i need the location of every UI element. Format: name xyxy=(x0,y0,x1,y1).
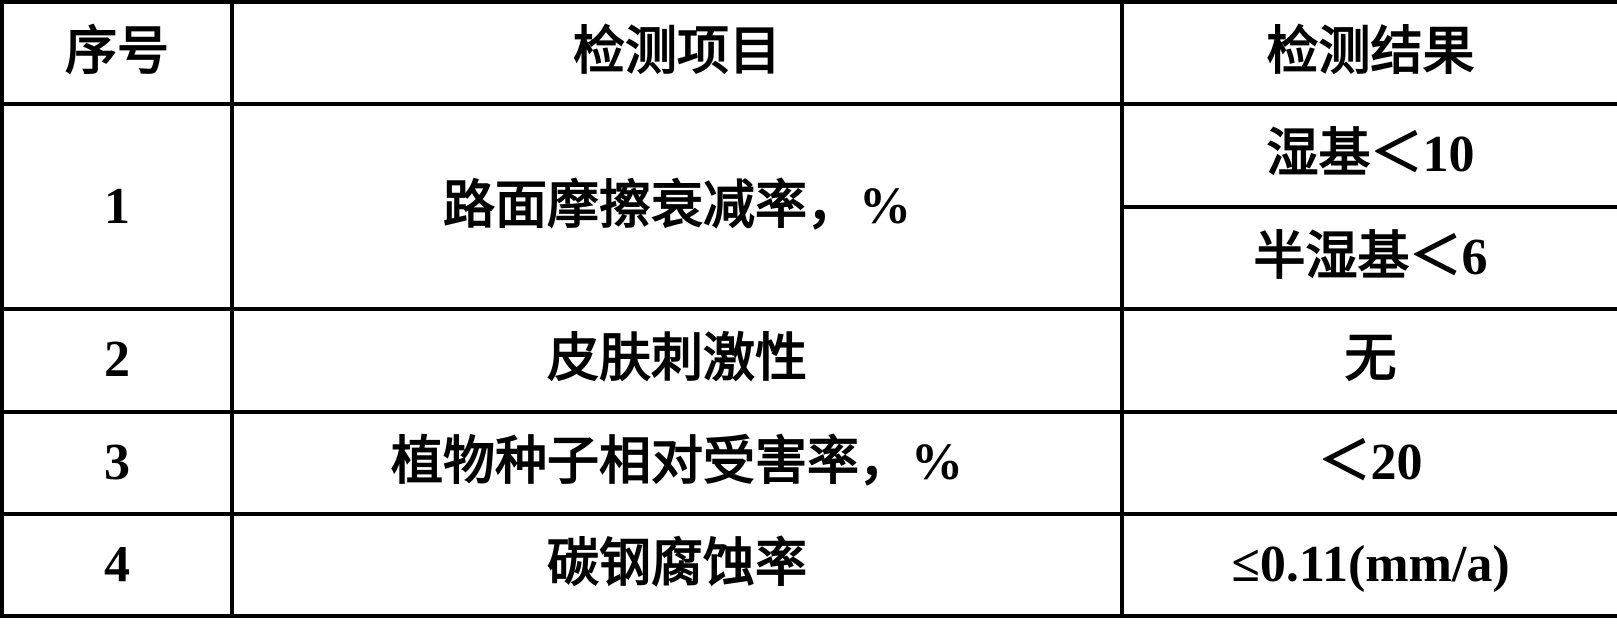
cell-seq: 1 xyxy=(2,104,232,309)
table-row: 4 碳钢腐蚀率 ≤0.11(mm/a) xyxy=(2,514,1617,616)
cell-item: 皮肤刺激性 xyxy=(232,309,1122,411)
cell-item: 路面摩擦衰减率，% xyxy=(232,104,1122,309)
col-header-item: 检测项目 xyxy=(232,2,1122,104)
cell-seq: 3 xyxy=(2,412,232,514)
cell-result: ≤0.11(mm/a) xyxy=(1122,514,1617,616)
cell-result: ＜20 xyxy=(1122,412,1617,514)
col-header-result: 检测结果 xyxy=(1122,2,1617,104)
cell-item: 碳钢腐蚀率 xyxy=(232,514,1122,616)
cell-result: 半湿基＜6 xyxy=(1122,207,1617,309)
table-row: 2 皮肤刺激性 无 xyxy=(2,309,1617,411)
header-row: 序号 检测项目 检测结果 xyxy=(2,2,1617,104)
cell-seq: 2 xyxy=(2,309,232,411)
col-header-seq: 序号 xyxy=(2,2,232,104)
cell-result: 无 xyxy=(1122,309,1617,411)
spec-table: 序号 检测项目 检测结果 1 路面摩擦衰减率，% 湿基＜10 半湿基＜6 2 皮… xyxy=(0,0,1617,618)
cell-seq: 4 xyxy=(2,514,232,616)
cell-result: 湿基＜10 xyxy=(1122,104,1617,206)
table-row: 1 路面摩擦衰减率，% 湿基＜10 xyxy=(2,104,1617,206)
cell-item: 植物种子相对受害率，% xyxy=(232,412,1122,514)
table-row: 3 植物种子相对受害率，% ＜20 xyxy=(2,412,1617,514)
